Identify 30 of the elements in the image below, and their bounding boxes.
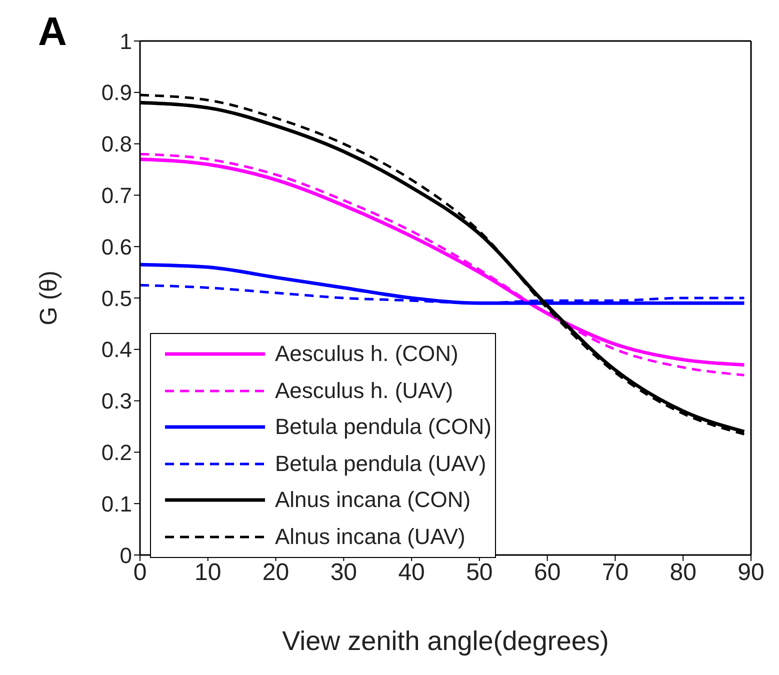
y-tick-label: 1 [120, 28, 132, 54]
y-tick-label: 0.8 [101, 132, 132, 157]
x-tick-label: 60 [534, 559, 561, 586]
legend-label: Betula pendula (UAV) [275, 450, 486, 477]
x-tick-label: 70 [602, 559, 629, 586]
y-tick-label: 0 [120, 542, 132, 568]
y-tick-label: 0.9 [101, 80, 132, 106]
legend-label: Betula pendula (CON) [275, 414, 492, 440]
legend-label: Aesculus h. (CON) [275, 341, 458, 368]
x-tick-label: 40 [398, 559, 425, 586]
x-tick-label: 90 [738, 559, 764, 586]
x-tick-label: 20 [262, 559, 290, 586]
legend-label: Alnus incana (CON) [275, 487, 471, 514]
y-tick-label: 0.7 [101, 183, 132, 208]
legend-label: Alnus incana (UAV) [275, 524, 466, 550]
y-tick-label: 0.3 [101, 388, 132, 414]
y-tick-label: 0.1 [101, 491, 132, 516]
y-tick-label: 0.4 [101, 337, 132, 362]
chart-title: A [38, 10, 67, 55]
y-tick-label: 0.6 [101, 234, 132, 260]
x-tick-label: 50 [466, 559, 493, 586]
line-series [140, 262, 746, 305]
x-tick-label: 80 [670, 559, 696, 586]
y-tick-label: 0.2 [101, 440, 132, 466]
x-axis-title: View zenith angle(degrees) [282, 626, 609, 656]
y-axis-title: G (θ) [36, 270, 63, 326]
x-tick-label: 10 [194, 559, 222, 586]
y-tick-label: 0.5 [101, 286, 132, 311]
legend-label: Aesculus h. (UAV) [275, 378, 454, 404]
x-tick-label: 30 [330, 559, 358, 586]
